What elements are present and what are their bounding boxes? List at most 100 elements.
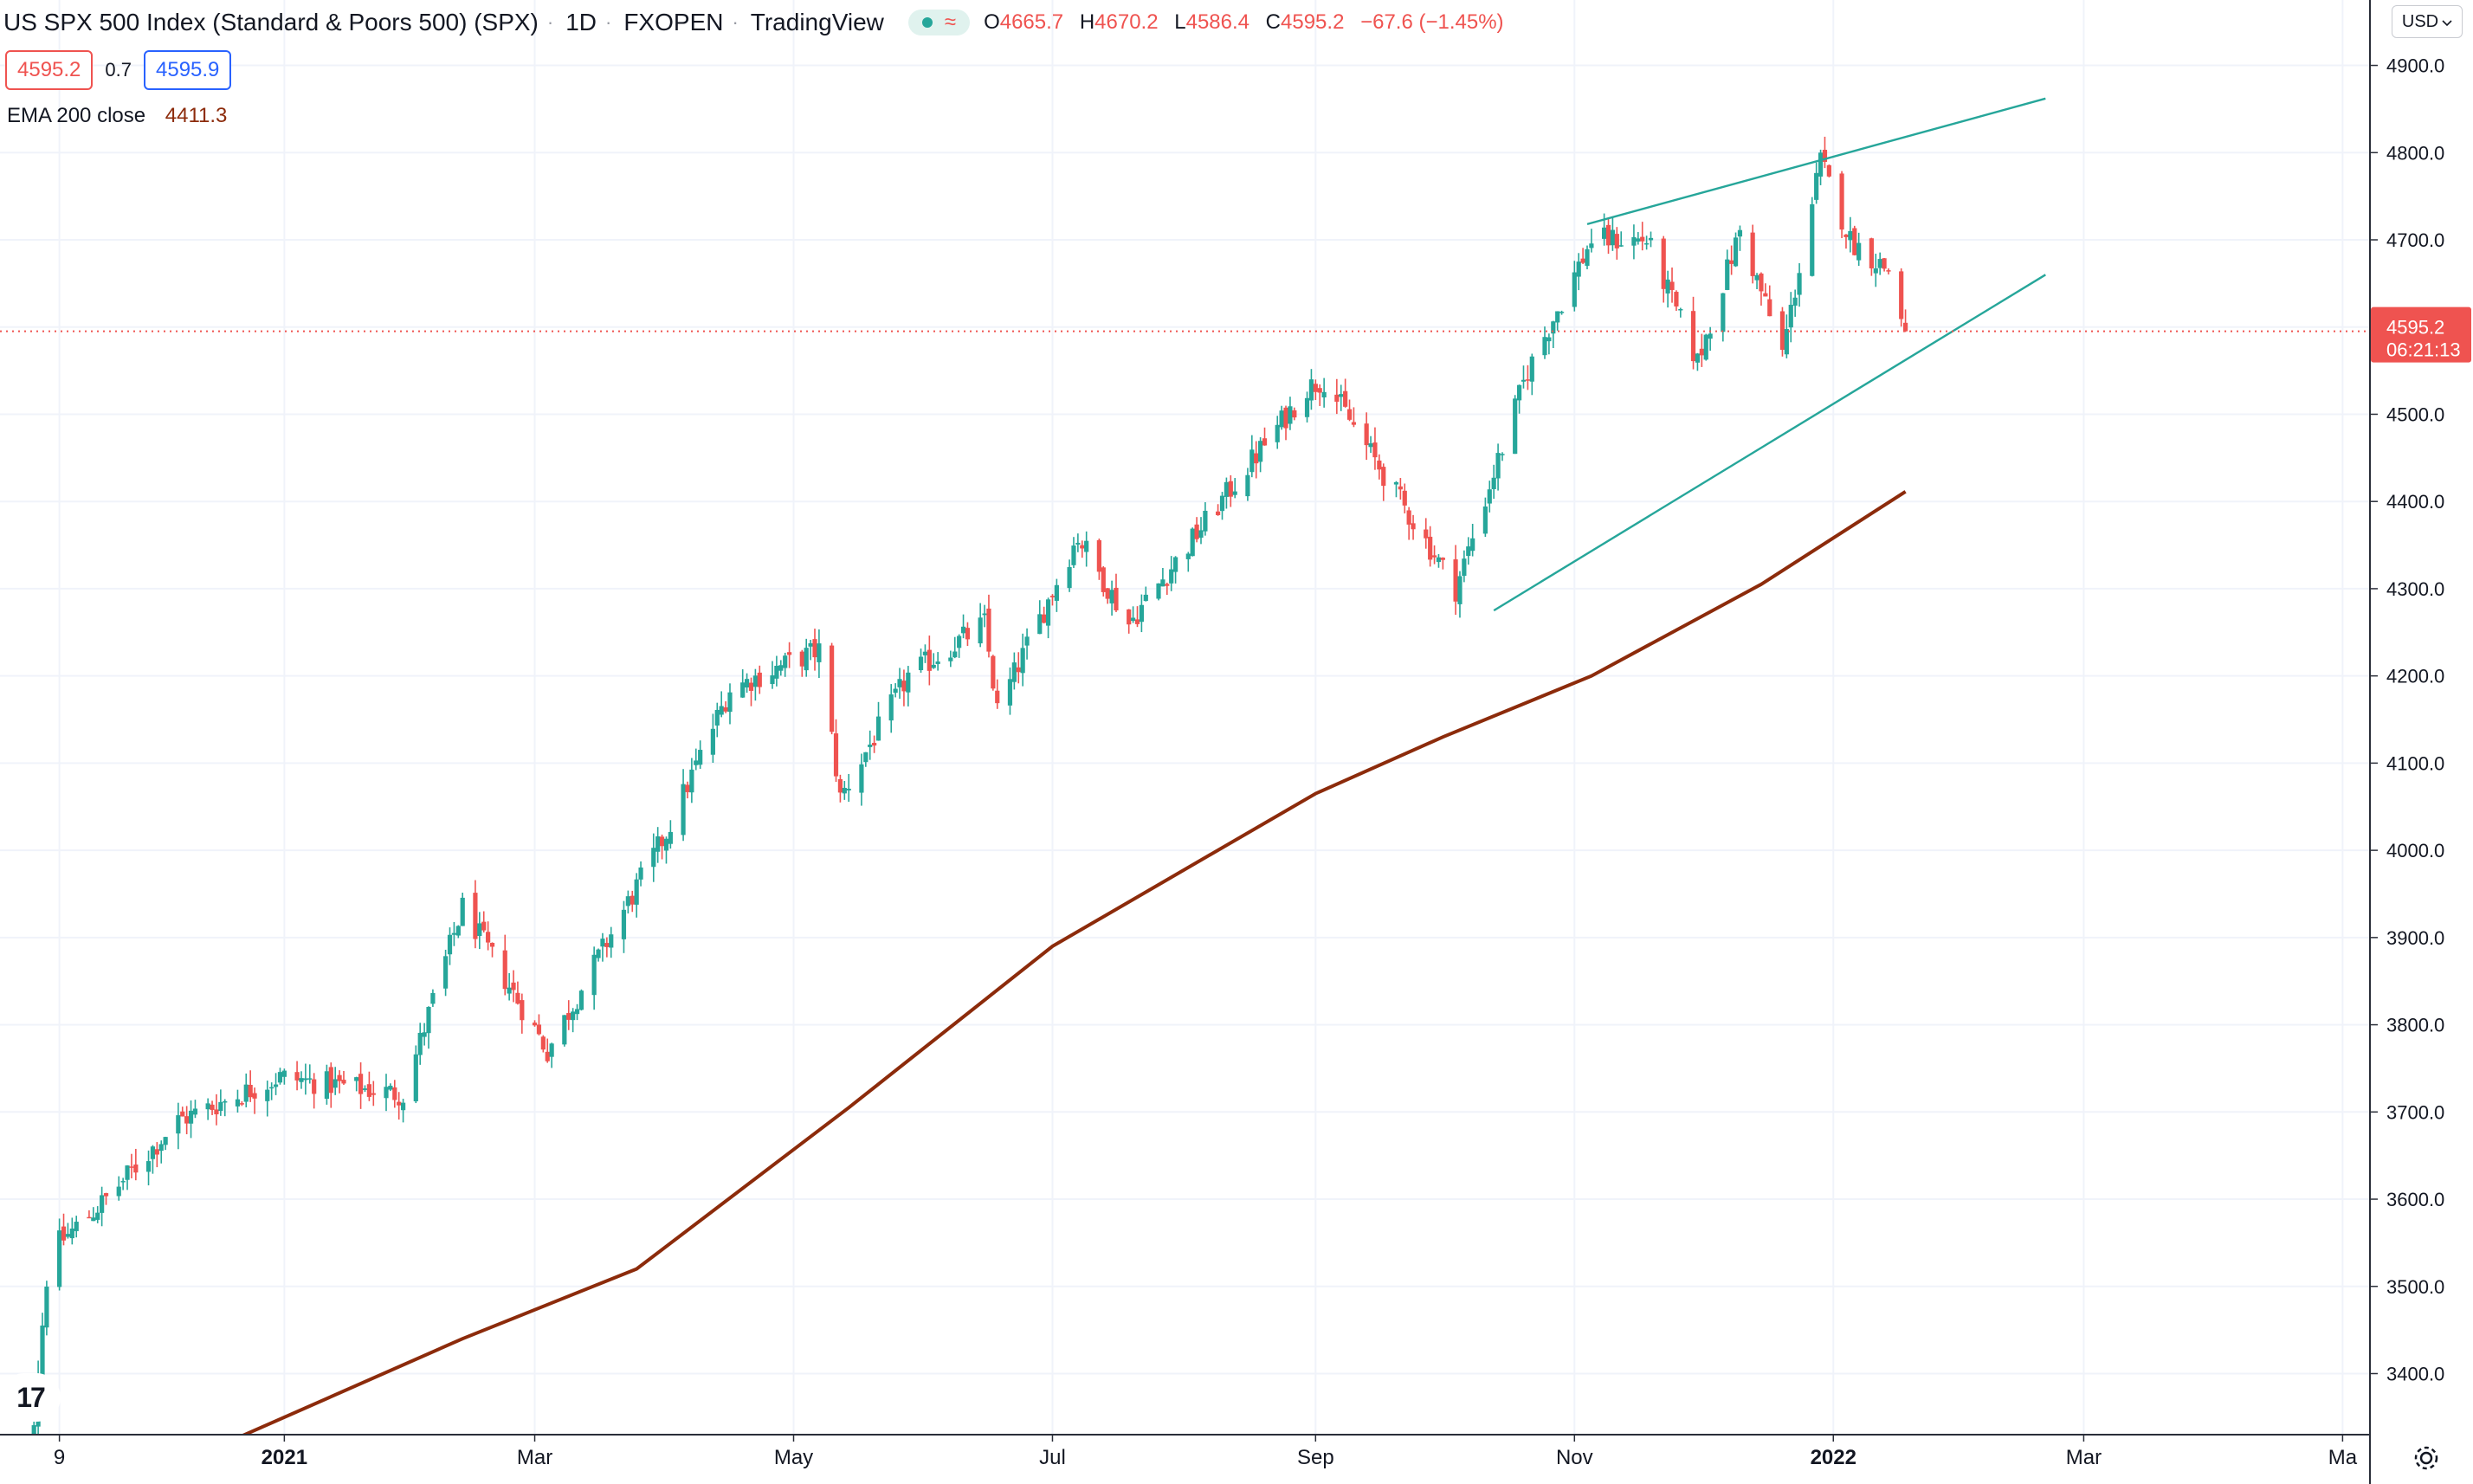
candle [1245, 468, 1250, 501]
candle-body [1428, 536, 1433, 560]
candle [1169, 556, 1174, 591]
price-tick-label: 4900.0 [2386, 55, 2444, 77]
candle-body [651, 848, 656, 868]
candle [1377, 454, 1382, 480]
candle-body [1661, 238, 1666, 289]
candle [1398, 478, 1403, 500]
candle [265, 1081, 270, 1117]
candle [1810, 197, 1815, 277]
candle-body [1127, 609, 1132, 625]
candle [1580, 248, 1585, 264]
candle-body [1678, 308, 1683, 311]
candle [1822, 136, 1828, 169]
candle-body [744, 679, 750, 687]
candle [621, 900, 627, 953]
buy-price-button[interactable]: 4595.9 [144, 50, 232, 90]
candle [536, 1014, 542, 1036]
candle [489, 942, 495, 958]
candle [303, 1063, 308, 1095]
candle-body [1873, 268, 1878, 274]
candle [1049, 594, 1056, 606]
separator-dot-icon: · [546, 11, 554, 33]
gear-icon[interactable] [2409, 1441, 2444, 1475]
candle-body [1249, 449, 1255, 473]
candle [1279, 405, 1284, 430]
candle-body [460, 897, 465, 926]
candle [1470, 524, 1475, 557]
candle-body [549, 1043, 554, 1057]
market-status-pill[interactable]: ≈ [907, 10, 971, 35]
time-axis[interactable]: 9 2021 Mar May Jul Sep Nov 2022 Mar Ma [0, 1434, 2369, 1484]
candle-body [952, 651, 958, 658]
candle-body [1049, 596, 1056, 597]
candle [1249, 435, 1255, 478]
candle [477, 912, 482, 950]
separator-dot-icon: · [732, 11, 739, 33]
candle-body [358, 1074, 364, 1094]
candle-body [422, 1032, 427, 1037]
candle [1487, 481, 1492, 513]
candle-body [1482, 506, 1488, 534]
candle-body [787, 652, 792, 655]
candle [868, 730, 873, 760]
candle [1882, 257, 1887, 272]
candle-body [927, 649, 932, 671]
candle [235, 1089, 241, 1113]
candle-body [901, 681, 907, 692]
candle [562, 1015, 567, 1047]
symbol-title[interactable]: US SPX 500 Index (Standard & Poors 500) … [3, 9, 539, 35]
candle-body [307, 1078, 313, 1080]
countdown-label: 06:21:13 [2386, 339, 2461, 361]
candle [1665, 270, 1670, 308]
candle [44, 1281, 49, 1336]
candle-body [1288, 406, 1293, 424]
candle [1114, 573, 1119, 612]
candle-body [1602, 227, 1607, 239]
candle-body [502, 950, 507, 990]
trendlines[interactable] [1493, 97, 2046, 612]
candle [1440, 557, 1445, 570]
candle [417, 1023, 423, 1065]
candle [897, 668, 902, 700]
candle-body [281, 1070, 287, 1077]
candle [817, 629, 822, 679]
interval-label[interactable]: 1D [565, 9, 597, 35]
candle-body [757, 672, 762, 687]
candle-body [748, 682, 754, 691]
sell-price-button[interactable]: 4595.2 [5, 50, 94, 90]
candle-body [324, 1071, 329, 1100]
candle-body [192, 1108, 198, 1115]
candle [1814, 162, 1819, 204]
indicator-legend[interactable]: EMA 200 close 4411.3 [7, 104, 227, 128]
close-value: 4595.2 [1281, 10, 1345, 34]
candle-body [1411, 523, 1416, 530]
currency-selector[interactable]: USD [2392, 5, 2463, 38]
price-tick-label: 4300.0 [2386, 578, 2444, 600]
time-tick-label: 9 [54, 1446, 65, 1469]
grid-lines [0, 0, 2369, 1435]
candle [1228, 474, 1233, 507]
candle-body [65, 1234, 71, 1237]
price-axis[interactable]: 4900.04800.04700.04600.04500.04400.04300… [2369, 0, 2473, 1484]
candle [366, 1071, 371, 1101]
candle [312, 1073, 317, 1109]
candle [1071, 537, 1076, 568]
candle [1393, 481, 1399, 498]
candle [1139, 594, 1144, 633]
candle-body [1810, 203, 1815, 276]
tradingview-logo-icon[interactable]: 17 [0, 1373, 61, 1422]
candle [927, 636, 932, 686]
candle-body [333, 1079, 338, 1088]
candle-body [1869, 238, 1874, 268]
candle-body [1343, 390, 1348, 407]
candle [358, 1061, 364, 1109]
candle-body [1398, 486, 1403, 490]
candle [948, 650, 953, 668]
time-tick-label: Ma [2328, 1446, 2358, 1469]
candle [1016, 652, 1021, 684]
candle-body [1555, 311, 1560, 323]
candle [1080, 540, 1085, 558]
candle-body [833, 733, 839, 777]
candle-body [872, 743, 877, 746]
